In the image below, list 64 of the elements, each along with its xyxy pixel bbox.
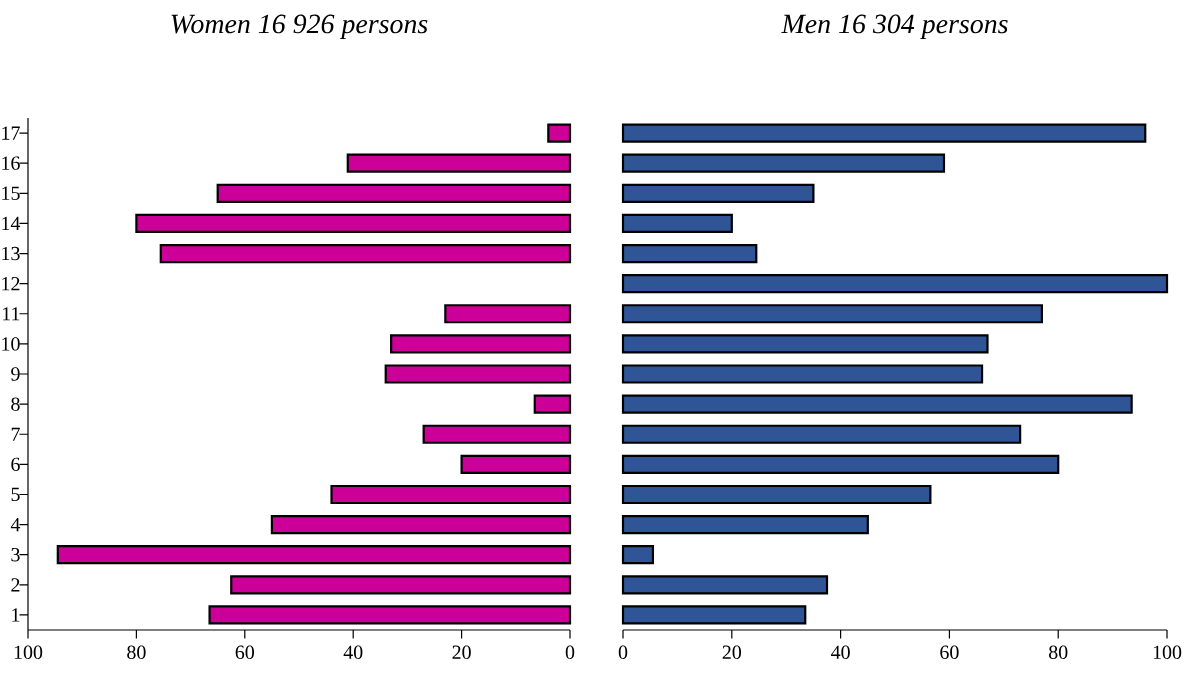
chart-title: Women 16 926 persons: [171, 14, 428, 40]
bar: [208, 605, 572, 625]
y-tick-label: 2: [11, 578, 20, 592]
x-tick-label: 20: [452, 645, 471, 659]
bar: [346, 153, 572, 173]
bar: [621, 243, 758, 264]
bar: [621, 183, 815, 203]
bar: [621, 514, 869, 535]
bar: [621, 364, 984, 384]
y-tick-label: 16: [2, 156, 20, 170]
bar: [159, 243, 572, 264]
bar: [621, 605, 807, 625]
bar: [621, 575, 829, 595]
y-tick-label: 10: [2, 337, 20, 351]
bar: [270, 514, 572, 535]
bar: [621, 153, 946, 173]
bar: [135, 213, 572, 234]
bar: [390, 334, 572, 354]
bar: [422, 424, 572, 444]
y-tick-label: 6: [11, 457, 20, 472]
bar: [621, 304, 1043, 324]
x-tick-label: 100: [14, 645, 43, 659]
x-tick-label: 60: [940, 645, 959, 659]
y-tick-label: 13: [2, 246, 20, 261]
y-tick-label: 17: [2, 126, 20, 140]
y-tick-label: 12: [2, 277, 20, 291]
x-tick-label: 80: [1049, 645, 1068, 659]
y-tick-label: 1: [12, 608, 20, 622]
y-tick-label: 5: [11, 487, 20, 502]
x-tick-label: 20: [722, 645, 742, 659]
bar: [216, 183, 572, 203]
bar: [621, 454, 1060, 474]
bar: [621, 424, 1022, 444]
y-tick-label: 11: [3, 307, 20, 321]
y-tick-label: 3: [11, 548, 20, 562]
bar: [621, 213, 733, 234]
x-tick-label: 60: [235, 645, 255, 659]
bar: [621, 545, 655, 565]
bar: [621, 123, 1147, 143]
y-tick-label: 4: [10, 518, 21, 532]
y-tick-label: 14: [2, 216, 21, 230]
y-tick-label: 7: [11, 427, 20, 441]
chart-title: Men 16 304 persons: [781, 14, 1008, 40]
bar: [621, 334, 989, 354]
bar: [621, 274, 1169, 294]
x-tick-label: 0: [618, 645, 628, 659]
bar: [621, 484, 932, 505]
bar: [621, 394, 1133, 414]
x-tick-label: 0: [565, 645, 575, 659]
bar: [460, 454, 572, 474]
bar: [444, 304, 572, 324]
y-tick-label: 9: [11, 367, 20, 381]
x-tick-label: 40: [831, 645, 850, 659]
bar: [230, 575, 572, 595]
bar: [56, 545, 572, 565]
bar: [384, 364, 572, 384]
bar: [533, 394, 572, 414]
y-tick-label: 8: [11, 397, 20, 411]
y-tick-label: 15: [2, 186, 20, 200]
x-tick-label: 80: [127, 645, 146, 659]
x-tick-label: 100: [1153, 645, 1182, 659]
x-tick-label: 40: [343, 645, 363, 659]
bar: [547, 123, 572, 143]
bar: [330, 484, 572, 505]
